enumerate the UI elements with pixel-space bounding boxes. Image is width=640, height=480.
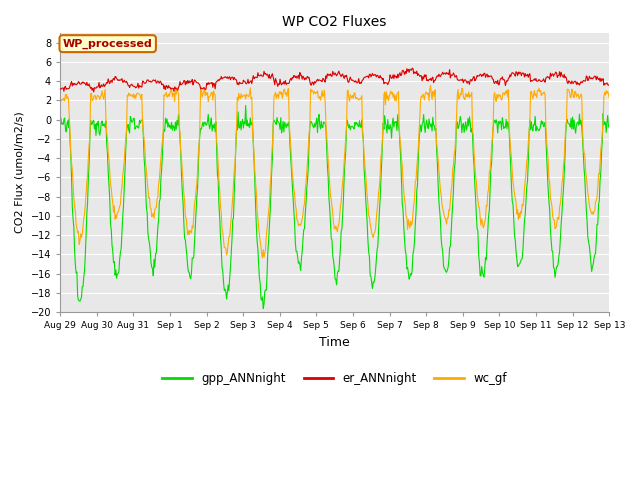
Text: WP_processed: WP_processed — [63, 38, 152, 49]
gpp_ANNnight — [56, 120, 64, 126]
wc_gf — [56, 101, 64, 107]
er_ANNnight — [419, 74, 427, 80]
er_ANNnight — [403, 71, 410, 76]
gpp_ANNnight — [207, 115, 215, 121]
wc_gf — [66, 129, 74, 135]
Title: WP CO2 Fluxes: WP CO2 Fluxes — [282, 15, 387, 29]
gpp_ANNnight — [605, 123, 613, 129]
gpp_ANNnight — [403, 266, 411, 272]
Legend: gpp_ANNnight, er_ANNnight, wc_gf: gpp_ANNnight, er_ANNnight, wc_gf — [157, 367, 511, 390]
wc_gf — [123, 127, 131, 132]
X-axis label: Time: Time — [319, 336, 350, 348]
gpp_ANNnight — [179, 189, 186, 194]
wc_gf — [179, 168, 186, 174]
Line: wc_gf: wc_gf — [60, 85, 609, 258]
er_ANNnight — [179, 80, 187, 86]
er_ANNnight — [66, 83, 74, 89]
er_ANNnight — [605, 82, 613, 87]
er_ANNnight — [208, 80, 216, 85]
er_ANNnight — [124, 80, 131, 86]
gpp_ANNnight — [66, 137, 74, 143]
wc_gf — [403, 214, 410, 219]
wc_gf — [427, 83, 435, 88]
gpp_ANNnight — [419, 120, 427, 125]
wc_gf — [605, 96, 613, 101]
Y-axis label: CO2 Flux (umol/m2/s): CO2 Flux (umol/m2/s) — [15, 112, 25, 233]
er_ANNnight — [408, 65, 416, 71]
Line: er_ANNnight: er_ANNnight — [60, 68, 609, 92]
Line: gpp_ANNnight: gpp_ANNnight — [60, 106, 609, 309]
gpp_ANNnight — [123, 129, 131, 134]
wc_gf — [419, 95, 426, 100]
gpp_ANNnight — [242, 103, 250, 108]
gpp_ANNnight — [259, 306, 267, 312]
er_ANNnight — [56, 86, 64, 92]
wc_gf — [259, 255, 266, 261]
wc_gf — [207, 90, 215, 96]
er_ANNnight — [90, 89, 97, 95]
